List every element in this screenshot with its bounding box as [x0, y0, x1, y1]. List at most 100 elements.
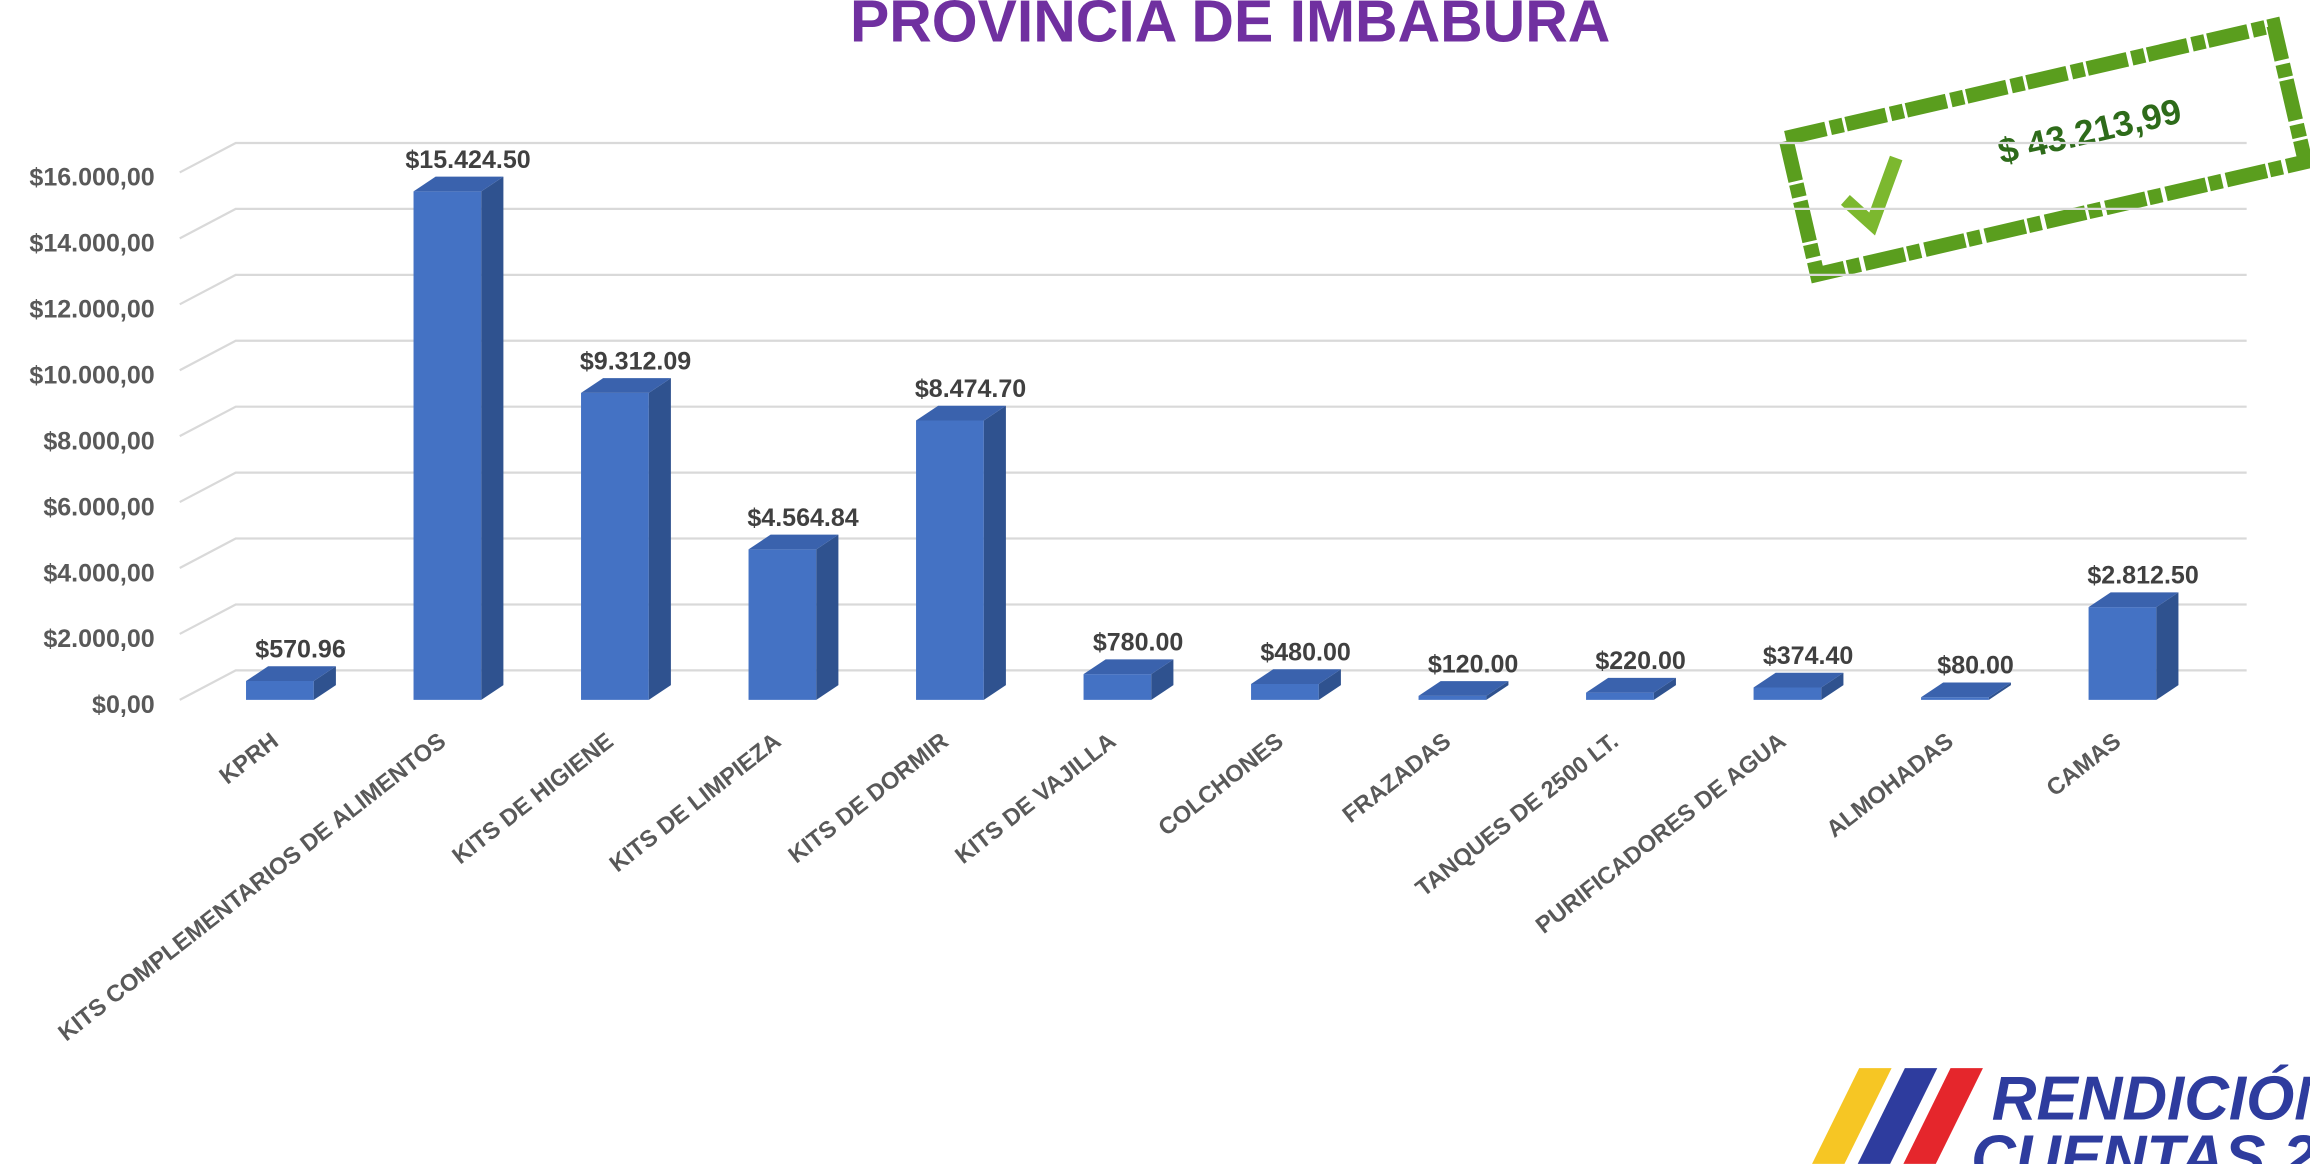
bar — [1753, 672, 1844, 700]
x-tick-label: KPRH — [214, 728, 283, 790]
y-tick-label: $16.000,00 — [29, 164, 154, 192]
bar-face — [1753, 672, 1844, 688]
x-tick-label: FRAZADAS — [1337, 728, 1455, 828]
bar-face — [1083, 674, 1152, 700]
bar-face — [1653, 677, 1676, 700]
bar-face — [1988, 682, 2011, 700]
bar-face — [2088, 607, 2157, 700]
x-tick-label: ALMOHADAS — [1821, 728, 1958, 843]
data-label: $220.00 — [1595, 647, 1685, 675]
bar-face — [1418, 681, 1509, 696]
bar-face — [413, 176, 504, 192]
bar-face — [1821, 672, 1844, 700]
bar-face — [2088, 592, 2179, 608]
data-label: $80.00 — [1937, 652, 2014, 680]
data-label: $570.96 — [255, 635, 346, 663]
y-tick-label: $4.000,00 — [43, 559, 154, 587]
bar-face — [246, 666, 336, 682]
bar — [748, 534, 839, 700]
x-tick-label: KITS COMPLEMENTARIOS DE ALIMENTOS — [53, 728, 450, 1046]
bar — [1251, 669, 1341, 700]
bar-face — [1486, 681, 1509, 700]
bar — [413, 176, 504, 700]
bar — [581, 378, 671, 700]
bar-face — [916, 420, 984, 700]
y-tick-label: $8.000,00 — [43, 427, 154, 455]
grid-line — [179, 405, 2247, 438]
grid-line — [179, 603, 2247, 635]
bar — [916, 405, 1006, 700]
data-label: $2.812.50 — [2087, 562, 2198, 590]
grid-line — [179, 669, 2247, 701]
y-tick-label: $12.000,00 — [29, 296, 154, 324]
logo-text: CUENTAS 202 — [1971, 1124, 2310, 1164]
x-tick-label: COLCHONES — [1153, 728, 1288, 841]
stamp: $ 43.213,99 — [1776, 16, 2310, 284]
bar-face — [1921, 682, 2011, 698]
bar-face — [748, 534, 839, 550]
bar-face — [413, 191, 482, 700]
bar-face — [481, 176, 504, 700]
bar — [1586, 677, 1676, 700]
check-icon — [1840, 155, 1903, 236]
bar-face — [916, 405, 1006, 421]
bar — [1418, 681, 1509, 700]
bar-face — [748, 549, 817, 700]
bar-face — [246, 681, 314, 700]
bar-face — [816, 534, 839, 700]
logo-stripe — [1903, 1068, 1983, 1164]
bar-face — [1586, 692, 1654, 700]
y-tick-label: $2.000,00 — [43, 625, 154, 653]
logo-text: RENDICIÓN D — [1992, 1065, 2310, 1134]
y-tick-label: $10.000,00 — [29, 361, 154, 389]
stamp-total: $ 43.213,99 — [1994, 92, 2185, 172]
data-label: $4.564.84 — [747, 504, 858, 532]
bar-face — [983, 405, 1006, 700]
data-label: $780.00 — [1093, 629, 1183, 657]
bar-face — [1251, 684, 1319, 700]
data-label: $9.312.09 — [580, 347, 691, 375]
bar-face — [1753, 687, 1822, 700]
x-tick-label: KITS DE DORMIR — [783, 728, 953, 869]
bar-face — [1418, 695, 1487, 700]
grid-line — [179, 339, 2247, 372]
bar-face — [1083, 659, 1174, 675]
bar-face — [1586, 677, 1676, 693]
grid-line — [179, 471, 2247, 504]
bar-face — [1921, 697, 1989, 700]
bar-face — [581, 378, 671, 393]
grid-line — [179, 207, 2247, 240]
bar — [1083, 659, 1174, 700]
x-tick-label: KITS DE HIGIENE — [447, 728, 618, 869]
bar-face — [313, 666, 336, 700]
y-tick-label: $6.000,00 — [43, 493, 154, 521]
x-tick-label: CAMAS — [2041, 728, 2125, 802]
data-label: $15.424.50 — [405, 146, 530, 174]
bar-face — [648, 378, 671, 700]
bar — [1921, 682, 2011, 700]
data-label: $120.00 — [1428, 650, 1518, 678]
grid-line — [179, 537, 2247, 569]
data-label: $480.00 — [1260, 638, 1350, 666]
data-label: $374.40 — [1763, 642, 1853, 670]
logo-stripe — [1812, 1068, 1892, 1164]
bar-face — [2156, 592, 2179, 700]
bar-face — [1318, 669, 1341, 700]
logo: RENDICIÓN D CUENTAS 202 — [1812, 1065, 2310, 1164]
x-tick-label: KITS DE LIMPIEZA — [604, 728, 785, 877]
grid-line — [179, 141, 2247, 174]
x-tick-label: KITS DE VAJILLA — [950, 728, 1120, 869]
bar-face — [1151, 659, 1174, 700]
y-tick-label: $0,00 — [92, 691, 155, 719]
data-label: $8.474.70 — [915, 375, 1026, 403]
bar — [246, 666, 336, 700]
stamp-frame — [1776, 16, 2310, 284]
grid-line — [179, 273, 2247, 306]
bar — [2088, 592, 2179, 700]
bar-face — [1251, 669, 1341, 685]
bar-face — [581, 392, 649, 700]
y-tick-label: $14.000,00 — [29, 230, 154, 258]
chart-title: PROVINCIA DE IMBABURA — [850, 0, 1610, 54]
